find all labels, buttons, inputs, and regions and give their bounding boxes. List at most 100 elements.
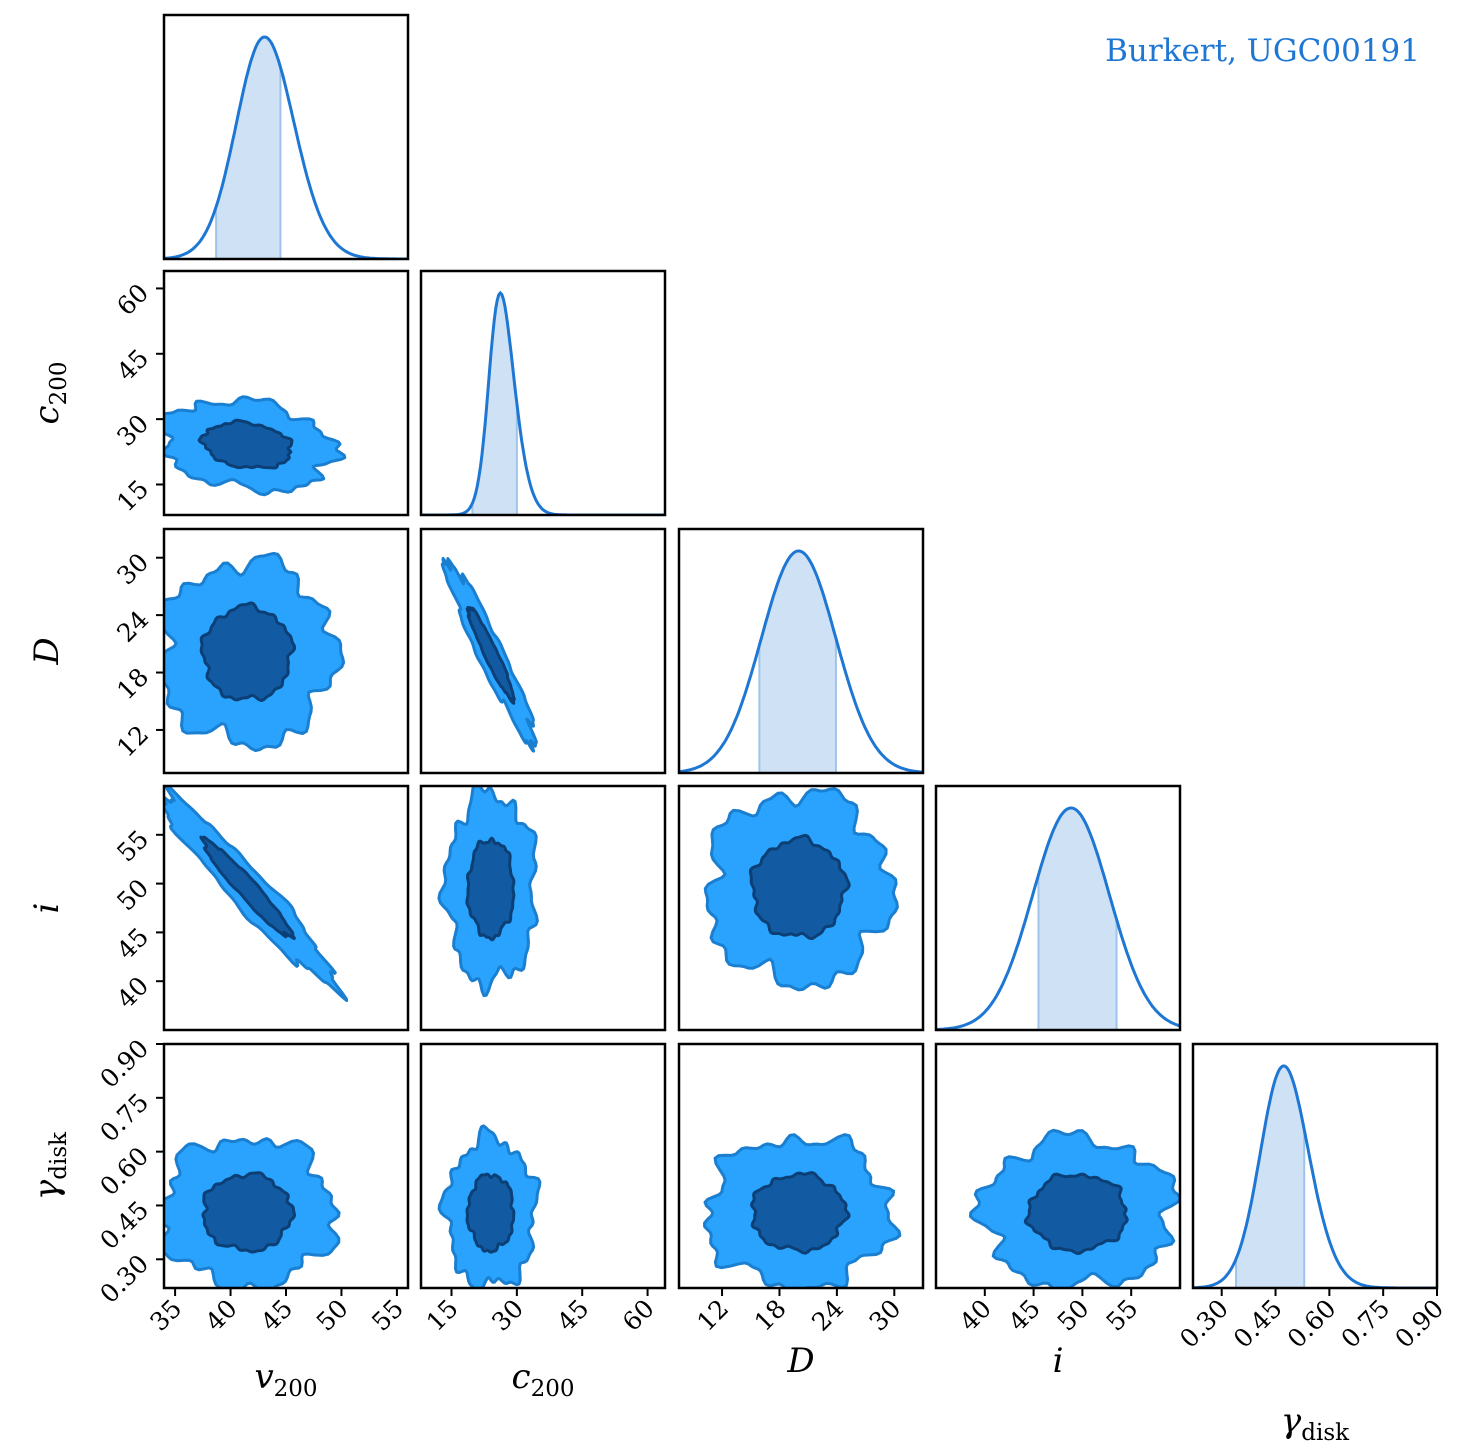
panel-i-c200 (419, 784, 667, 1032)
y-axis-label-gamma_disk: γdisk (27, 1131, 72, 1200)
y-tick-label-gamma_disk: 0.90 (94, 1034, 154, 1094)
panel-frame (419, 784, 667, 1032)
panel-D-c200 (419, 527, 667, 775)
y-tick-label-D: 12 (111, 720, 154, 763)
x-tick-label-v200: 40 (200, 1294, 243, 1337)
y-tick-label-c200: 30 (111, 409, 154, 452)
y-tick-label-c200: 60 (111, 278, 154, 321)
x-axis-label-i: i (1053, 1341, 1064, 1381)
panel-frame (677, 1042, 925, 1290)
panel-gamma_disk-D: 12 18 24 30 (677, 1042, 925, 1337)
x-tick-label-c200: 30 (486, 1294, 529, 1337)
x-tick-label-v200: 50 (311, 1294, 354, 1337)
y-tick-label-D: 30 (111, 547, 154, 590)
panel-frame (162, 784, 410, 1032)
panel-c200-v200: 15 30 45 60 (111, 269, 410, 517)
y-tick-label-D: 24 (111, 605, 154, 648)
panel-c200-c200 (419, 269, 667, 517)
y-tick-label-i: 40 (111, 971, 154, 1014)
x-tick-label-c200: 45 (551, 1294, 594, 1337)
x-tick-label-gamma_disk: 0.30 (1174, 1294, 1234, 1354)
x-tick-label-c200: 15 (421, 1294, 464, 1337)
contour-inner-gamma_disk-D (750, 1171, 851, 1255)
y-tick-label-D: 18 (111, 662, 154, 705)
panel-frame (419, 527, 667, 775)
panel-gamma_disk-gamma_disk: 0.300.450.600.750.90 (1174, 1042, 1449, 1354)
density-curve-gamma_disk (1193, 1064, 1437, 1288)
density-curve-c200 (421, 290, 665, 515)
contour-inner-gamma_disk-i (1023, 1172, 1129, 1255)
x-tick-label-gamma_disk: 0.75 (1336, 1294, 1396, 1354)
x-tick-label-gamma_disk: 0.60 (1282, 1294, 1342, 1354)
contour-inner-i-D (748, 833, 851, 941)
y-tick-label-i: 45 (111, 922, 154, 965)
y-tick-label-gamma_disk: 0.45 (94, 1195, 154, 1255)
x-tick-label-D: 30 (864, 1294, 907, 1337)
x-tick-label-i: 40 (954, 1294, 997, 1337)
density-curve-i (936, 806, 1180, 1030)
contour-inner-c200-v200 (197, 418, 294, 470)
panel-frame (934, 1042, 1182, 1290)
legend-label: Burkert, UGC00191 (1105, 33, 1420, 69)
y-tick-label-gamma_disk: 0.75 (94, 1088, 154, 1148)
panel-frame (677, 784, 925, 1032)
panel-gamma_disk-i: 40 45 50 55 (934, 1042, 1182, 1337)
y-tick-label-i: 55 (111, 825, 154, 868)
panel-v200-v200 (162, 13, 410, 261)
density-curve-v200 (164, 35, 408, 259)
ci68-band-i (1038, 807, 1117, 1030)
panel-frame (162, 527, 410, 775)
x-axis-label-c200: c200 (512, 1357, 575, 1402)
panel-i-v200: 40 45 50 55 (111, 784, 410, 1032)
y-axis-label-i: i (27, 903, 67, 914)
contour-inner-D-v200 (199, 601, 297, 702)
x-axis-label-D: D (786, 1341, 814, 1381)
y-tick-label-c200: 45 (111, 344, 154, 387)
panel-frame (934, 784, 1182, 1032)
x-tick-label-v200: 45 (255, 1294, 298, 1337)
y-tick-label-c200: 15 (111, 474, 154, 517)
contour-inner-gamma_disk-v200 (201, 1171, 296, 1254)
panel-frame (162, 13, 410, 261)
ci68-band-c200 (472, 292, 517, 515)
panel-frame (677, 527, 925, 775)
panel-D-D (677, 527, 925, 775)
x-axis-label-gamma_disk: γdisk (1281, 1401, 1350, 1446)
x-axis-label-v200: v200 (254, 1357, 317, 1402)
y-axis-label-c200: c200 (27, 362, 72, 425)
x-tick-label-c200: 60 (617, 1294, 660, 1337)
panel-frame (419, 269, 667, 517)
density-curve-D (679, 549, 923, 773)
x-tick-label-v200: 55 (366, 1294, 409, 1337)
panel-gamma_disk-v200: 35 40 45 50 55 0.300.450.600.750.90 (94, 1034, 410, 1337)
panel-i-D (677, 784, 925, 1032)
ci68-band-D (759, 550, 836, 773)
ci68-band-gamma_disk (1236, 1065, 1305, 1288)
y-tick-label-i: 50 (111, 873, 154, 916)
panel-i-i (934, 784, 1182, 1032)
x-tick-label-D: 12 (691, 1294, 734, 1337)
panel-D-v200: 12 18 24 30 (111, 527, 410, 775)
y-tick-label-gamma_disk: 0.30 (94, 1249, 154, 1309)
x-tick-label-i: 50 (1052, 1294, 1095, 1337)
contour-inner-i-v200 (199, 835, 296, 941)
x-tick-label-i: 55 (1100, 1294, 1143, 1337)
panel-gamma_disk-c200: 15 30 45 60 (419, 1042, 667, 1337)
x-tick-label-gamma_disk: 0.90 (1389, 1294, 1449, 1354)
y-tick-label-gamma_disk: 0.60 (94, 1141, 154, 1201)
contour-inner-D-c200 (465, 605, 516, 705)
x-tick-label-v200: 35 (144, 1294, 187, 1337)
ci68-band-v200 (216, 36, 281, 259)
x-tick-label-gamma_disk: 0.45 (1228, 1294, 1288, 1354)
contour-inner-gamma_disk-c200 (465, 1172, 516, 1254)
y-axis-label-D: D (27, 637, 67, 665)
panel-frame (162, 269, 410, 517)
x-tick-label-i: 45 (1003, 1294, 1046, 1337)
x-tick-label-D: 18 (749, 1294, 792, 1337)
panel-frame (419, 1042, 667, 1290)
x-tick-label-D: 24 (806, 1294, 849, 1337)
panel-frame (1191, 1042, 1439, 1290)
contour-inner-i-c200 (465, 836, 516, 942)
